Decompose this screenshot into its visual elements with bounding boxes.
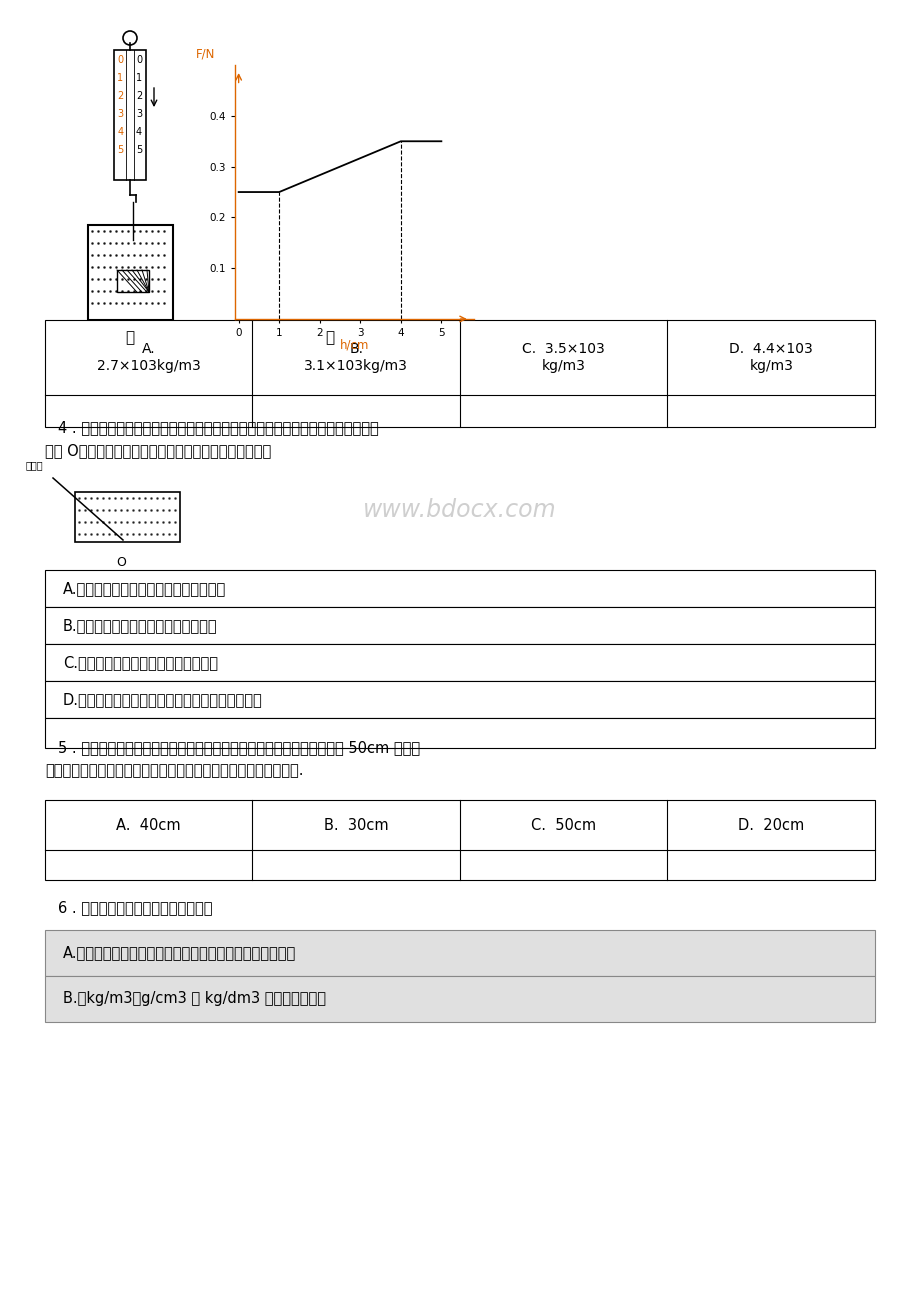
Text: 1: 1 <box>136 73 142 83</box>
Text: 4 . 有一圆柱形敞口容器，从其左侧某一高度斜射一束激光，在容器底部产生一个: 4 . 有一圆柱形敞口容器，从其左侧某一高度斜射一束激光，在容器底部产生一个 <box>58 421 379 435</box>
Text: C.  50cm: C. 50cm <box>530 818 596 832</box>
Text: 3: 3 <box>136 109 142 118</box>
Text: B.  30cm: B. 30cm <box>323 818 388 832</box>
Text: D.　保持水面高度和入射点不变使激光入射角减小: D. 保持水面高度和入射点不变使激光入射角减小 <box>62 691 263 707</box>
Text: 乙: 乙 <box>325 331 335 345</box>
Text: 2: 2 <box>136 91 142 102</box>
Bar <box>45 717 874 749</box>
Text: 5: 5 <box>136 145 142 155</box>
Text: A.  40cm: A. 40cm <box>117 818 181 832</box>
Text: D.  20cm: D. 20cm <box>737 818 803 832</box>
Text: 4: 4 <box>136 128 142 137</box>
Text: A.　质量相等的实心物体，体积较大的组成物质的密度较小: A. 质量相等的实心物体，体积较大的组成物质的密度较小 <box>62 945 296 961</box>
Text: 能在光屏上得到一个倒立、缩小的实像，则该凸透镜的焦距可能是.: 能在光屏上得到一个倒立、缩小的实像，则该凸透镜的焦距可能是. <box>45 763 303 779</box>
Bar <box>45 607 874 644</box>
Bar <box>45 320 874 427</box>
Text: C.　保持激光射入角度不变使水面下降: C. 保持激光射入角度不变使水面下降 <box>62 655 218 671</box>
Text: O: O <box>116 556 126 569</box>
Text: 激光笔: 激光笔 <box>26 460 43 470</box>
Text: 甲: 甲 <box>125 331 134 345</box>
Text: 4: 4 <box>118 128 123 137</box>
Text: D.  4.4×103
kg/m3: D. 4.4×103 kg/m3 <box>729 342 812 372</box>
Text: 0: 0 <box>118 55 123 65</box>
Text: 5 . 在做观察凸透镜成像的实验时，小强注意到当把物体放在距离凸透镜 50cm 处时，: 5 . 在做观察凸透镜成像的实验时，小强注意到当把物体放在距离凸透镜 50cm … <box>58 740 420 755</box>
Bar <box>88 225 173 320</box>
Text: 5: 5 <box>117 145 123 155</box>
Text: A.　保持水面高度不变使激光笔向左平移: A. 保持水面高度不变使激光笔向左平移 <box>62 581 226 596</box>
Text: B.　kg/m3、g/cm3 和 kg/dm3 都是密度的单位: B. kg/m3、g/cm3 和 kg/dm3 都是密度的单位 <box>62 992 325 1006</box>
Text: B.　保持激光射入角度不变使水面上升: B. 保持激光射入角度不变使水面上升 <box>62 618 218 633</box>
Bar <box>45 681 874 717</box>
Bar <box>114 49 146 180</box>
Y-axis label: F/N: F/N <box>196 47 215 60</box>
Bar <box>45 799 874 880</box>
Text: 3: 3 <box>118 109 123 118</box>
Text: C.  3.5×103
kg/m3: C. 3.5×103 kg/m3 <box>522 342 605 372</box>
Text: 光斜 O，如图所示，下列操作使光斜向右移动的是（　）: 光斜 O，如图所示，下列操作使光斜向右移动的是（ ） <box>45 443 271 458</box>
Bar <box>75 492 180 542</box>
Bar <box>45 570 874 607</box>
Bar <box>45 976 874 1022</box>
Text: 6 . 下列关于密度的叙述中，错误的是: 6 . 下列关于密度的叙述中，错误的是 <box>58 900 212 915</box>
Text: 0: 0 <box>136 55 142 65</box>
Bar <box>45 644 874 681</box>
Text: www.bdocx.com: www.bdocx.com <box>363 497 556 522</box>
Bar <box>117 270 149 292</box>
X-axis label: h/cm: h/cm <box>339 339 369 352</box>
Text: B.
3.1×103kg/m3: B. 3.1×103kg/m3 <box>304 342 408 372</box>
Bar <box>45 930 874 976</box>
Text: 2: 2 <box>117 91 123 102</box>
Text: 1: 1 <box>118 73 123 83</box>
Text: A.
2.7×103kg/m3: A. 2.7×103kg/m3 <box>96 342 200 372</box>
